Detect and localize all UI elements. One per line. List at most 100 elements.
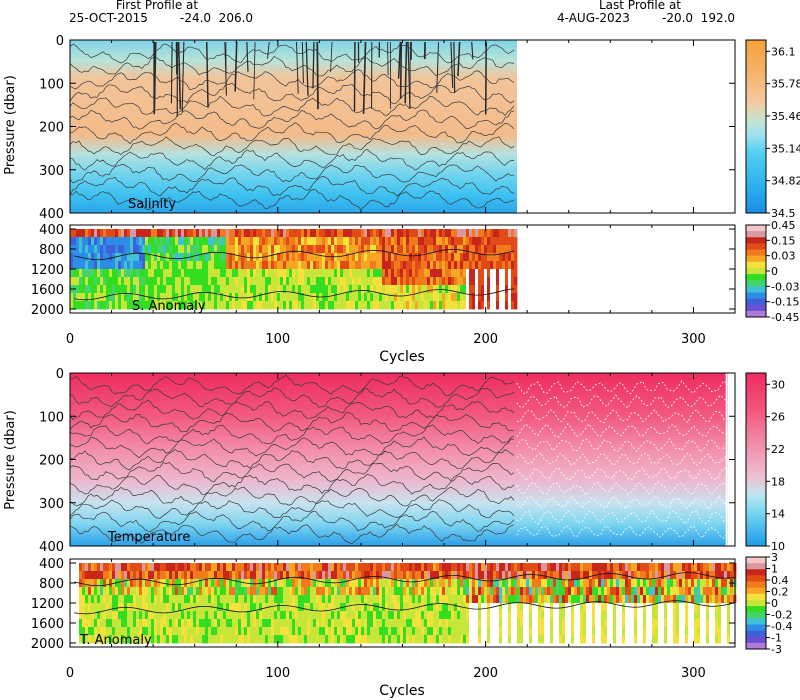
temperature-anomaly-cell (373, 627, 377, 636)
temperature-anomaly-cell (364, 627, 368, 636)
salinity-anomaly-cell (349, 229, 353, 238)
temperature-anomaly-cell (154, 571, 158, 580)
temperature-anomaly-cell (148, 603, 152, 612)
salinity-anomaly-cell (94, 285, 98, 294)
temperature-anomaly-cell (532, 603, 536, 612)
salinity-anomaly-cell (454, 237, 458, 246)
salinity-anomaly-cell (292, 261, 296, 270)
temperature-anomaly-cell (679, 587, 683, 596)
temperature-anomaly-cell (532, 587, 536, 596)
temperature-anomaly-cell (394, 619, 398, 628)
salinity-anomaly-cell (442, 285, 446, 294)
temperature-anomaly-cell (715, 619, 719, 628)
temperature-anomaly-cell (121, 571, 125, 580)
temperature-anomaly-cell (571, 563, 575, 572)
temperature-anomaly-cell (433, 619, 437, 628)
temperature-anomaly-cell (583, 579, 587, 588)
temperature-anomaly-cell (139, 587, 143, 596)
temperature-anomaly-cell (676, 611, 680, 620)
temperature-anomaly-cell (664, 603, 668, 612)
salinity-anomaly-cell (85, 261, 89, 270)
temperature-anomaly-cell (190, 635, 194, 644)
salinity-streak (484, 41, 487, 115)
salinity-anomaly-cell (133, 269, 137, 278)
salinity-anomaly-cell (511, 229, 515, 238)
salinity-anomaly-cell (439, 253, 443, 262)
salinity-anomaly-cell (397, 301, 401, 310)
salinity-anomaly-cell (466, 237, 470, 246)
salinity-anomaly-cell (430, 229, 434, 238)
temperature-anomaly-cell (271, 579, 275, 588)
salinity-anomaly-cell (448, 229, 452, 238)
temperature-anomaly-cell (157, 603, 161, 612)
temperature-anomaly-cell (355, 603, 359, 612)
temperature-anomaly-cell (181, 579, 185, 588)
temperature-anomaly-cell (472, 619, 476, 628)
temperature-anomaly-cell (103, 619, 107, 628)
salinity-anomaly-cell (490, 301, 494, 310)
salinity-anomaly-cell (238, 285, 242, 294)
temperature-anomaly-cell (121, 587, 125, 596)
temperature-anomaly-cell (304, 595, 308, 604)
salinity-anomaly-cell (268, 237, 272, 246)
temperature-anomaly-cell (301, 595, 305, 604)
anomaly-contour-line (74, 600, 735, 615)
salinity-anomaly-cell (118, 229, 122, 238)
temperature-anomaly-cell (433, 595, 437, 604)
temperature-anomaly-cell (292, 611, 296, 620)
temperature-anomaly-cell (160, 587, 164, 596)
salinity-anomaly-cell (97, 293, 101, 302)
temperature-anomaly-cell (430, 611, 434, 620)
temperature-anomaly-cell (658, 579, 662, 588)
temperature-anomaly-cell (430, 619, 434, 628)
salinity-anomaly-cell (388, 285, 392, 294)
temperature-anomaly-cell (637, 619, 641, 628)
temperature-anomaly-cell (175, 579, 179, 588)
temperature-anomaly-cell (187, 627, 191, 636)
temperature-anomaly-cell (484, 611, 488, 620)
temperature-anomaly-cell (379, 571, 383, 580)
temperature-anomaly-cell (553, 587, 557, 596)
salinity-anomaly-cell (376, 269, 380, 278)
temperature-anomaly-cell (559, 587, 563, 596)
salinity-anomaly-cell (394, 229, 398, 238)
temperature-anomaly-cell (352, 627, 356, 636)
temperature-anomaly-cell (211, 571, 215, 580)
temperature-anomaly-cell (310, 587, 314, 596)
salinity-anomaly-cell (157, 253, 161, 262)
temperature-anomaly-cell (265, 619, 269, 628)
temperature-anomaly-cell (508, 579, 512, 588)
temperature-anomaly-cell (127, 587, 131, 596)
salinity-anomaly-cell (313, 293, 317, 302)
salinity-anomaly-cell (346, 229, 350, 238)
temperature-anomaly-cell (688, 587, 692, 596)
temperature-anomaly-cell (190, 595, 194, 604)
temperature-anomaly-cell (190, 563, 194, 572)
salinity-anomaly-cell (271, 301, 275, 310)
temperature-anomaly-cell (535, 579, 539, 588)
temperature-anomaly-cell (310, 603, 314, 612)
salinity-anomaly-cell (481, 277, 485, 286)
salinity-anomaly-cell (154, 285, 158, 294)
temperature-anomaly-cell (172, 627, 176, 636)
salinity-anomaly-cell (250, 253, 254, 262)
salinity-colorbar-label: 34.82 (771, 175, 800, 188)
salinity-anomaly-cell (496, 253, 500, 262)
temperature-anomaly-cell (349, 595, 353, 604)
temperature-anomaly-cell (544, 619, 548, 628)
temperature-colorbar-label: 18 (771, 475, 785, 488)
salinity-anomaly-cell (235, 253, 239, 262)
temperature-anomaly-cell (385, 571, 389, 580)
salinity-anomaly-cell (493, 301, 497, 310)
temperature-anomaly-colorbar-swatch (746, 581, 766, 588)
temperature-anomaly-cell (376, 635, 380, 644)
temperature-anomaly-cell (325, 579, 329, 588)
salinity-anomaly-cell (94, 229, 98, 238)
temperature-anomaly-cell (418, 587, 422, 596)
salinity-anomaly-cell (217, 245, 221, 254)
salinity-anomaly-cell (130, 237, 134, 246)
salinity-anomaly-cell (256, 293, 260, 302)
temperature-anomaly-cell (709, 603, 713, 612)
salinity-anomaly-cell (382, 301, 386, 310)
